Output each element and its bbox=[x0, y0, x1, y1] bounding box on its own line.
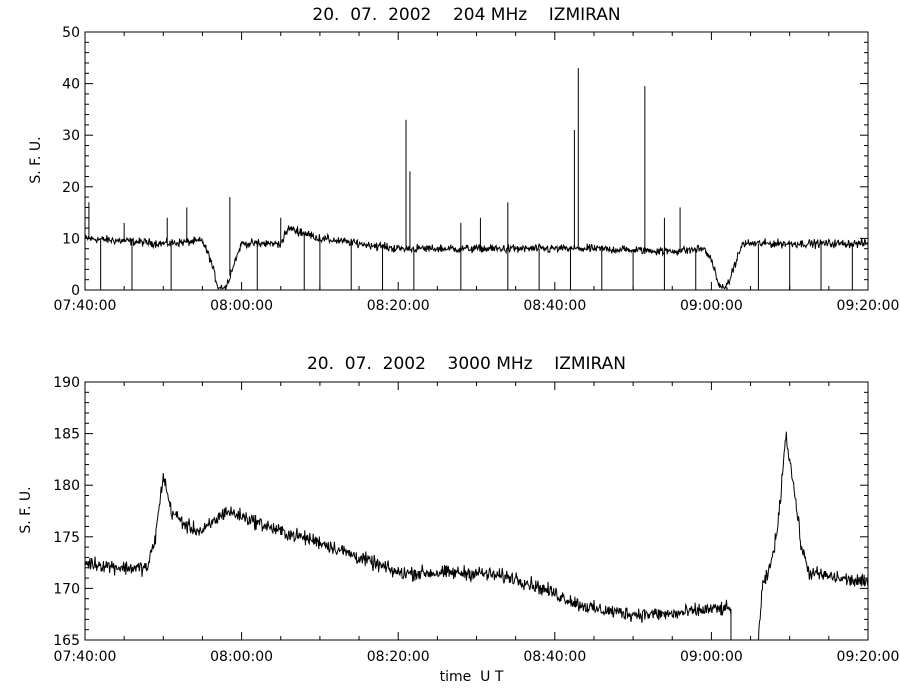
x-tick-label: 09:20:00 bbox=[837, 649, 900, 665]
y-tick-label: 165 bbox=[53, 633, 80, 649]
y-tick-label: 40 bbox=[62, 77, 80, 93]
x-tick-label: 08:40:00 bbox=[523, 649, 586, 665]
chart-title: 20. 07. 2002 3000 MHz IZMIRAN bbox=[307, 354, 626, 374]
x-tick-label: 08:00:00 bbox=[210, 298, 273, 314]
series-line bbox=[85, 431, 868, 640]
y-tick-label: 20 bbox=[62, 180, 80, 196]
x-tick-label: 09:20:00 bbox=[837, 298, 900, 314]
y-axis-label: S. F. U. bbox=[18, 486, 34, 533]
x-tick-label: 08:20:00 bbox=[367, 298, 430, 314]
x-tick-label: 09:00:00 bbox=[680, 649, 743, 665]
x-tick-label: 07:40:00 bbox=[54, 649, 117, 665]
y-tick-label: 0 bbox=[71, 283, 80, 299]
y-tick-label: 50 bbox=[62, 25, 80, 41]
y-tick-label: 30 bbox=[62, 128, 80, 144]
x-tick-label: 07:40:00 bbox=[54, 298, 117, 314]
y-axis-label: S. F. U. bbox=[28, 136, 44, 183]
x-tick-label: 08:20:00 bbox=[367, 649, 430, 665]
chart-title: 20. 07. 2002 204 MHz IZMIRAN bbox=[312, 5, 620, 25]
y-tick-label: 180 bbox=[53, 478, 80, 494]
series-line bbox=[85, 225, 868, 290]
panel-204mhz: 20. 07. 2002 204 MHz IZMIRAN 0 10 20 30 40 50 0… bbox=[28, 5, 899, 314]
y-tick-label: 170 bbox=[53, 581, 80, 597]
x-tick-label: 08:00:00 bbox=[210, 649, 273, 665]
panel-3000mhz: 20. 07. 2002 3000 MHz IZMIRAN 165 170 175 18… bbox=[18, 354, 899, 685]
y-tick-label: 10 bbox=[62, 231, 80, 247]
y-tick-label: 175 bbox=[53, 530, 80, 546]
y-tick-label: 185 bbox=[53, 427, 80, 443]
plot-frame bbox=[84, 381, 869, 641]
x-tick-label: 08:40:00 bbox=[523, 298, 586, 314]
x-tick-label: 09:00:00 bbox=[680, 298, 743, 314]
y-tick-label: 190 bbox=[53, 375, 80, 391]
plot-frame bbox=[84, 31, 869, 291]
x-axis-label: time U T bbox=[440, 669, 504, 685]
